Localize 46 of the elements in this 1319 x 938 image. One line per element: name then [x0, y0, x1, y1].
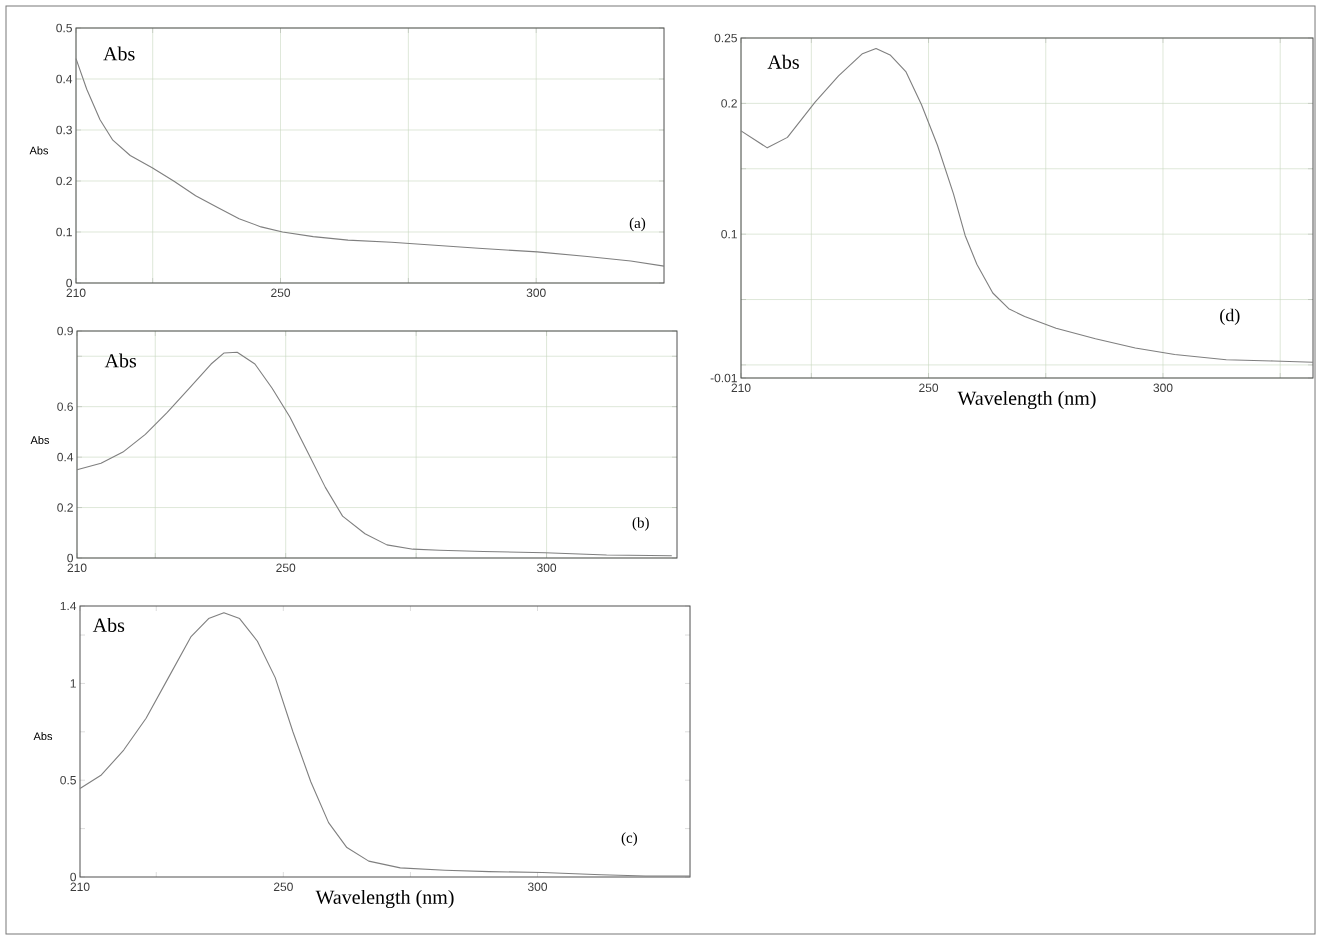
y-tick-label: 0	[66, 278, 73, 288]
y-tick-label: 0.1	[721, 229, 737, 239]
x-tick-label: 300	[526, 288, 546, 298]
x-tick-label: 250	[273, 882, 293, 892]
y-axis-title: Abs	[29, 146, 49, 155]
y-tick-label: 1.4	[60, 601, 77, 611]
x-tick-label: 300	[1153, 383, 1173, 393]
annotation: Abs	[104, 353, 137, 368]
line-series	[79, 612, 691, 877]
x-tick-label: 250	[271, 288, 291, 298]
y-tick-label: 0.3	[56, 125, 72, 135]
y-tick-label: 0.5	[60, 775, 76, 785]
y-tick-label: 0.4	[56, 74, 73, 84]
line-series	[76, 351, 673, 557]
y-axis-title: Abs	[30, 435, 50, 444]
annotation: (a)	[629, 217, 646, 232]
y-tick-label: 0.1	[56, 227, 72, 237]
x-tick-label: 300	[537, 563, 557, 573]
y-tick-label: 0.9	[57, 326, 73, 336]
annotation: Abs	[103, 46, 135, 61]
y-tick-label: 0.2	[57, 503, 73, 512]
annotation: Abs	[92, 617, 125, 632]
y-tick-label: 0.4	[57, 452, 74, 462]
annotation: Abs	[767, 54, 799, 69]
y-tick-label: 0	[70, 872, 77, 882]
y-tick-label: 0.6	[57, 402, 73, 411]
x-tick-label: 250	[919, 383, 939, 393]
y-axis-title: Abs	[33, 732, 53, 741]
y-tick-label: -0.01	[710, 373, 737, 383]
x-axis-title: Wavelength (nm)	[957, 390, 1096, 410]
y-tick-label: 0.5	[56, 23, 72, 33]
x-axis-title: Wavelength (nm)	[315, 889, 454, 909]
x-tick-label: 300	[527, 882, 548, 892]
y-tick-label: 1	[70, 679, 76, 688]
annotation: (c)	[621, 832, 638, 846]
y-tick-label: 0.2	[721, 99, 737, 108]
annotation: (b)	[632, 517, 649, 531]
x-tick-label: 250	[276, 563, 296, 573]
x-tick-label: 210	[731, 383, 751, 393]
annotation: (d)	[1220, 308, 1240, 325]
x-tick-label: 210	[66, 288, 86, 298]
y-tick-label: 0.25	[714, 33, 737, 43]
x-tick-label: 210	[67, 563, 87, 573]
y-tick-label: 0.2	[56, 176, 72, 186]
y-tick-label: 0	[67, 553, 74, 563]
x-tick-label: 210	[70, 882, 90, 892]
